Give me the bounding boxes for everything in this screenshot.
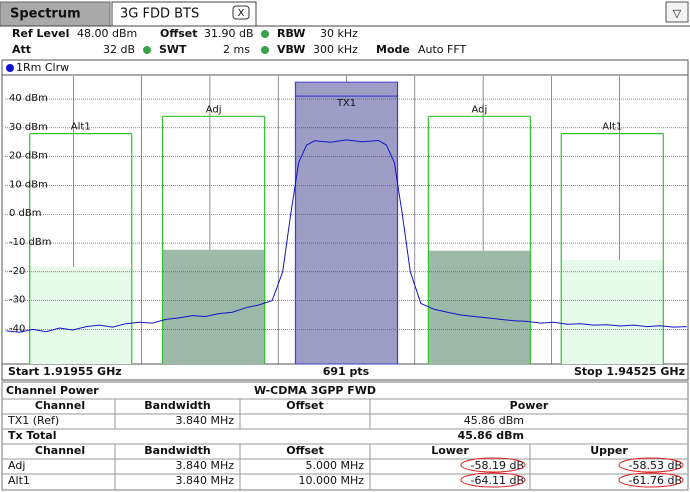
table-frame: [1, 381, 689, 491]
column-header: Channel: [35, 444, 85, 457]
channel-label: Adj: [206, 104, 222, 115]
table: Channel Bandwidth Offset Power TX1 (Ref) 3.84…: [2, 398, 688, 490]
column-header: Channel: [35, 399, 85, 412]
column-header: Offset: [286, 399, 324, 412]
y-tick-label: -20: [9, 266, 25, 277]
channel-power-bar: [561, 260, 664, 364]
tab-label: 3G FDD BTS: [120, 7, 199, 22]
setting-value: 32 dB: [103, 43, 135, 56]
table-cell: -64.11 dB: [471, 474, 525, 487]
y-tick-label: -40: [9, 323, 25, 334]
channel-power-bar: [29, 266, 132, 364]
table-cell: 45.86 dBm: [464, 414, 524, 427]
tab-label: Spectrum: [10, 7, 81, 22]
channel-label: Adj: [471, 104, 487, 115]
points-label: 691 pts: [323, 365, 370, 378]
column-header: Bandwidth: [144, 399, 210, 412]
setting-label: Ref Level: [12, 27, 69, 40]
table-cell: -61.76 dB: [629, 474, 683, 487]
channel-label: Alt1: [602, 122, 622, 133]
y-tick-label: 10 dBm: [9, 179, 48, 190]
legend-marker: [6, 64, 14, 72]
annotation-circle: [618, 457, 684, 473]
close-icon: X: [238, 8, 245, 19]
column-header: Upper: [590, 444, 628, 457]
setting-label: Offset: [160, 27, 198, 40]
channel-label: Alt1: [71, 122, 91, 133]
table-cell: -58.19 dB: [471, 459, 525, 472]
y-tick-label: 40 dBm: [9, 93, 48, 104]
trace: [6, 139, 687, 333]
setting-value: 2 ms: [223, 43, 250, 56]
indicator: [261, 30, 269, 38]
setting-value: Auto FFT: [418, 43, 466, 56]
tab-active[interactable]: [111, 1, 257, 26]
table-cell: 5.000 MHz: [305, 459, 364, 472]
setting-label: Mode: [376, 43, 410, 56]
stop-label: Stop 1.94525 GHz: [574, 365, 685, 378]
table-cell: 3.840 MHz: [175, 459, 234, 472]
close-button[interactable]: [232, 5, 250, 20]
channel-label: TX1: [336, 98, 356, 109]
channel-power-bar: [294, 81, 399, 365]
tab-spectrum[interactable]: [0, 1, 111, 27]
y-tick-label: 20 dBm: [9, 151, 48, 162]
legend-label: 1Rm Clrw: [16, 61, 69, 74]
setting-value: 300 kHz: [313, 43, 358, 56]
column-header: Lower: [431, 444, 469, 457]
y-tick-label: -30: [9, 295, 25, 306]
channel-power-bar: [428, 250, 531, 364]
y-tick-label: -10 dBm: [9, 237, 51, 248]
y-tick-label: 30 dBm: [9, 122, 48, 133]
table-cell: Alt1: [8, 474, 30, 487]
setting-value: 48.00 dBm: [77, 27, 137, 40]
table-cell: 3.840 MHz: [175, 414, 234, 427]
menu-button[interactable]: [665, 1, 689, 23]
menu-icon: ▽: [673, 7, 682, 20]
annotation-circle: [460, 457, 526, 473]
column-header: Bandwidth: [144, 444, 210, 457]
column-header: Power: [510, 399, 549, 412]
indicator: [261, 46, 269, 54]
table-standard: W-CDMA 3GPP FWD: [254, 384, 376, 397]
table-cell: 45.86 dBm: [458, 429, 524, 442]
setting-label: RBW: [277, 27, 305, 40]
table-cell: Adj: [8, 459, 25, 472]
annotation-circle: [460, 472, 526, 488]
indicator: [143, 46, 151, 54]
column-header: Offset: [286, 444, 324, 457]
table-cell: 10.000 MHz: [298, 474, 364, 487]
table-cell: -58.53 dB: [629, 459, 683, 472]
plot-area: Alt1 Adj TX1 Adj Alt1 40 dBm 30 dBm 20 dBm 10 dB…: [5, 76, 688, 365]
setting-label: Att: [12, 43, 31, 56]
table-cell: Tx Total: [8, 429, 56, 442]
table-title: Channel Power: [6, 384, 99, 397]
table-cell: TX1 (Ref): [7, 414, 59, 427]
setting-label: SWT: [159, 43, 187, 56]
setting-value: 30 kHz: [320, 27, 358, 40]
y-tick-label: 0 dBm: [9, 208, 42, 219]
start-label: Start 1.91955 GHz: [8, 365, 122, 378]
annotation-circle: [618, 472, 684, 488]
table-cell: 3.840 MHz: [175, 474, 234, 487]
setting-value: 31.90 dB: [204, 27, 254, 40]
setting-label: VBW: [277, 43, 305, 56]
